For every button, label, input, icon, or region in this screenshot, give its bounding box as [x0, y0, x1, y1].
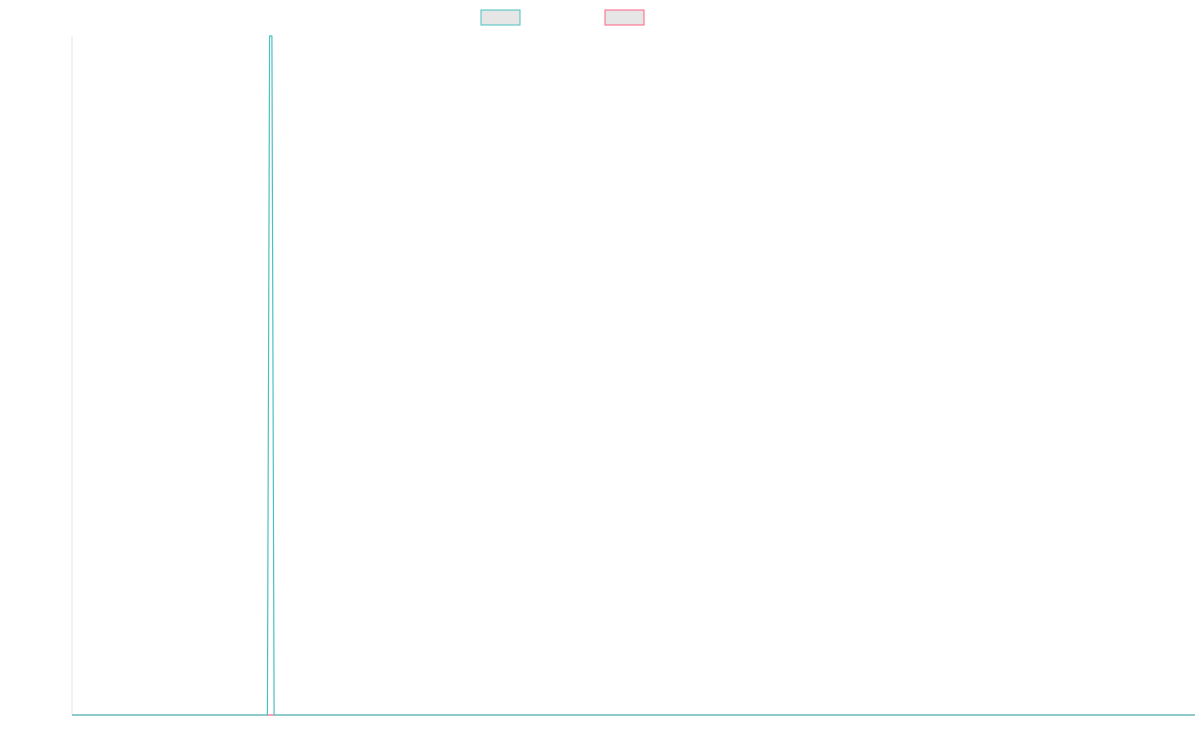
plot-area: [72, 35, 1195, 716]
series-line-1: [72, 35, 1195, 716]
axes: [71, 36, 1195, 716]
legend-swatch-2: [604, 9, 645, 26]
legend: [480, 9, 645, 26]
legend-swatch-1: [480, 9, 521, 26]
